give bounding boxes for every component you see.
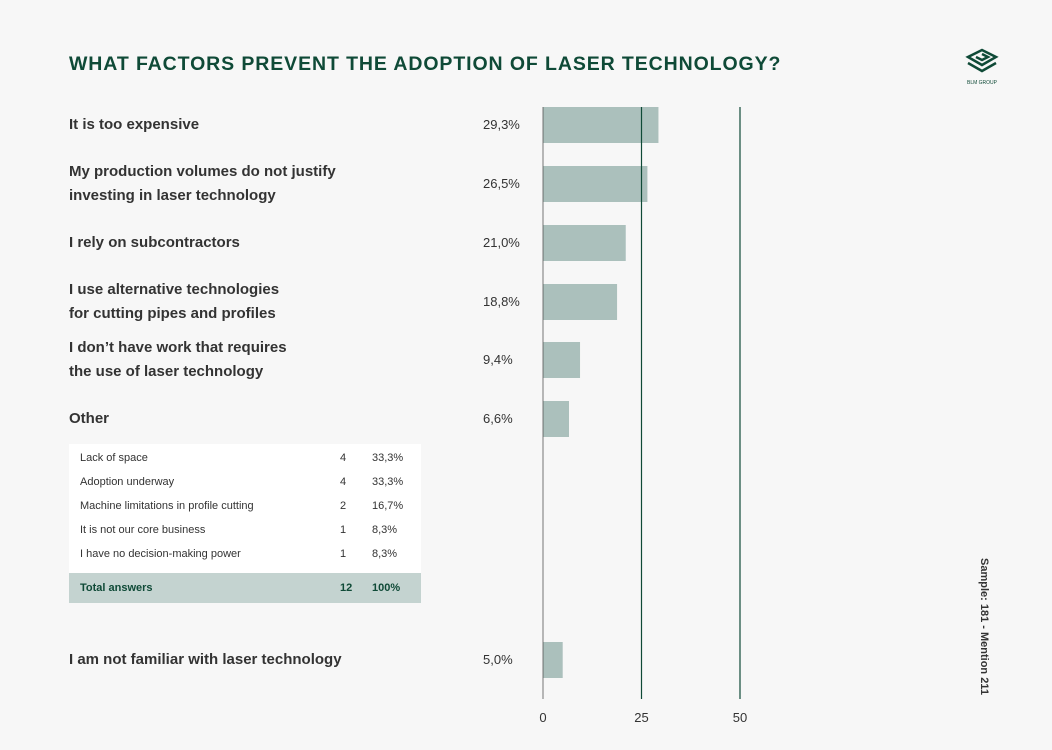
- category-label: I am not familiar with laser technology: [69, 648, 342, 672]
- reason-label: It is not our core business: [80, 524, 206, 536]
- reason-label: I have no decision-making power: [80, 548, 241, 560]
- blm-group-logo: BLM GROUP: [962, 48, 1002, 86]
- table-total-row: Total answers 12 100%: [69, 573, 421, 603]
- percent: 8,3%: [372, 548, 398, 560]
- table-row: I have no decision-making power 1 8,3%: [69, 543, 421, 567]
- other-breakdown-table: Lack of space 4 33,3% Adoption underway 4 33,…: [69, 444, 421, 603]
- table-row: It is not our core business 1 8,3%: [69, 519, 421, 543]
- category-label: I don’t have work that requires the use o…: [69, 336, 287, 384]
- data-label: 29,3%: [483, 117, 520, 132]
- category-label: My production volumes do not justify inve…: [69, 160, 336, 208]
- category-label-line: I am not familiar with laser technology: [69, 651, 342, 668]
- data-label: 5,0%: [483, 652, 513, 667]
- count: 1: [340, 524, 347, 536]
- percent: 33,3%: [372, 452, 404, 464]
- bar: [543, 284, 618, 320]
- total-count: 12: [340, 582, 353, 594]
- bar: [543, 225, 626, 261]
- category-label-line: investing in laser technology: [69, 187, 276, 204]
- logo-icon: [965, 48, 999, 73]
- count: 4: [340, 452, 347, 464]
- data-label: 21,0%: [483, 235, 520, 250]
- count: 1: [340, 548, 347, 560]
- bar: [543, 166, 648, 202]
- table-row: Lack of space 4 33,3%: [69, 447, 421, 471]
- category-label-line: the use of laser technology: [69, 363, 264, 380]
- data-label: 6,6%: [483, 411, 513, 426]
- data-label: 18,8%: [483, 294, 520, 309]
- reason-label: Machine limitations in profile cutting: [80, 500, 254, 512]
- bar: [543, 401, 570, 437]
- x-tick-label: 25: [634, 710, 649, 725]
- category-label-line: I don’t have work that requires: [69, 339, 287, 356]
- chart-title: WHAT FACTORS PREVENT THE ADOPTION OF LAS…: [69, 53, 782, 75]
- table-row: Machine limitations in profile cutting 2 1…: [69, 495, 421, 519]
- category-label-line: Other: [69, 410, 110, 427]
- sample-footnote: Sample: 181 - Mention 211: [978, 558, 990, 695]
- category-label-line: for cutting pipes and profiles: [69, 305, 276, 322]
- percent: 33,3%: [372, 476, 404, 488]
- count: 2: [340, 500, 347, 512]
- total-percent: 100%: [372, 582, 401, 594]
- bar: [543, 642, 563, 678]
- category-label: I rely on subcontractors: [69, 231, 240, 255]
- category-label-line: It is too expensive: [69, 116, 200, 133]
- count: 4: [340, 476, 347, 488]
- data-label: 26,5%: [483, 176, 520, 191]
- reason-label: Lack of space: [80, 452, 148, 464]
- category-label-line: I use alternative technologies: [69, 281, 280, 298]
- category-label: It is too expensive: [69, 113, 199, 137]
- bar: [543, 342, 581, 378]
- bar: [543, 107, 659, 143]
- x-tick-label: 0: [539, 710, 547, 725]
- reason-label: Adoption underway: [80, 476, 175, 488]
- category-label-line: My production volumes do not justify: [69, 163, 336, 180]
- category-label: Other: [69, 407, 109, 431]
- logo-text: BLM GROUP: [966, 80, 997, 86]
- percent: 16,7%: [372, 500, 404, 512]
- category-label: I use alternative technologies for cuttin…: [69, 278, 279, 326]
- table-row: Adoption underway 4 33,3%: [69, 471, 421, 495]
- category-label-line: I rely on subcontractors: [69, 234, 240, 251]
- x-tick-label: 50: [732, 710, 748, 725]
- total-label: Total answers: [80, 582, 153, 594]
- percent: 8,3%: [372, 524, 398, 536]
- data-label: 9,4%: [483, 352, 513, 367]
